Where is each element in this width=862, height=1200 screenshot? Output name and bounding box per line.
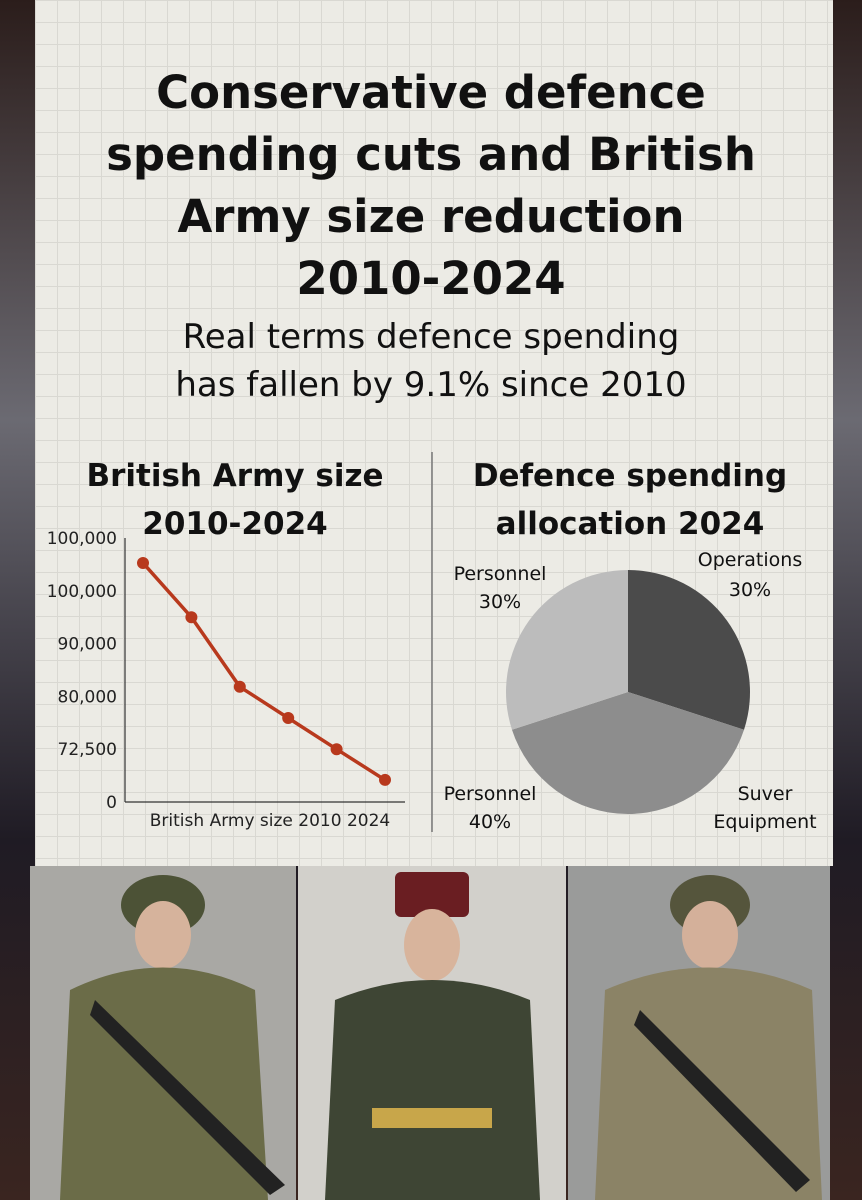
data-point — [137, 556, 149, 569]
pie-slice — [506, 570, 628, 730]
x-axis-label: British Army size 2010 2024 — [150, 811, 390, 831]
y-axis-label: 90,000 — [58, 635, 117, 655]
data-point — [185, 611, 198, 624]
y-axis-label: 0 — [106, 793, 117, 813]
data-point — [233, 680, 246, 693]
data-line — [141, 561, 386, 782]
y-axis-label: 100,000 — [47, 529, 117, 549]
chart-title: British Army size 2010-2024 — [86, 458, 384, 542]
pie-value-label: 30% — [478, 591, 522, 613]
data-point — [330, 743, 343, 756]
y-axis-label: 100,000 — [47, 582, 117, 602]
pie-category-label: Suver Equipment — [713, 783, 817, 833]
chart-title: Defence spending allocation 2024 — [472, 458, 788, 542]
pie-slice — [511, 692, 745, 814]
title: Conservative defence spending cuts and B… — [106, 66, 756, 305]
data-point — [379, 773, 391, 786]
pie-category-label: Personnel — [453, 563, 547, 585]
pie-value-label: 40% — [468, 811, 512, 833]
pie-category-label: Operations — [697, 549, 803, 571]
data-point — [282, 712, 295, 724]
pie-slice — [628, 570, 750, 730]
y-axis-label: 72,500 — [58, 740, 117, 760]
y-axis-label: 80,000 — [58, 687, 117, 707]
annotation: Personnel — [443, 783, 537, 805]
pie-value-label: 30% — [728, 579, 772, 601]
subtitle: Real terms defence spending has fallen b… — [175, 317, 687, 405]
paper-panel — [35, 0, 833, 866]
photos — [30, 866, 830, 1200]
